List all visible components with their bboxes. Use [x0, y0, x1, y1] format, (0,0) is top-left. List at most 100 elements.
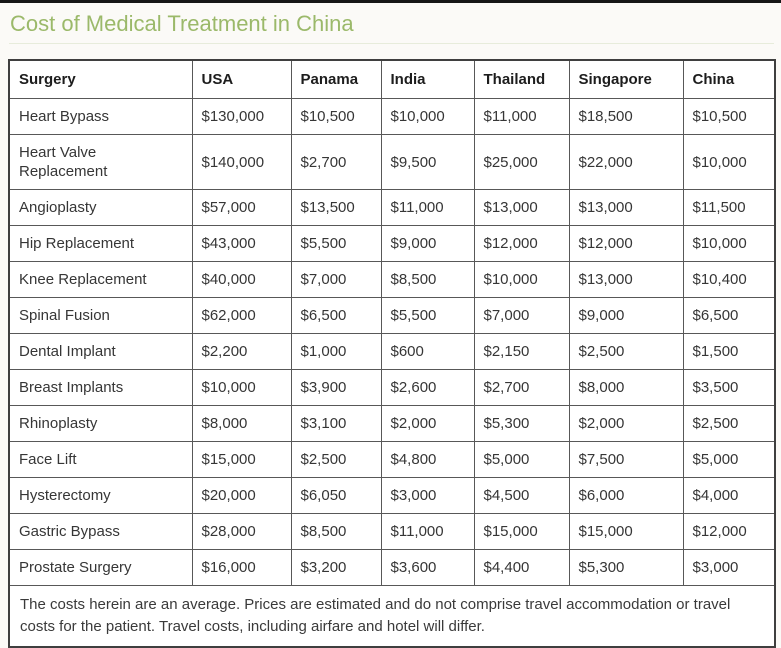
column-header: Singapore — [568, 59, 684, 99]
price-cell: $10,000 — [682, 225, 776, 262]
price-cell: $2,200 — [191, 333, 292, 370]
price-cell: $8,500 — [290, 513, 382, 550]
price-cell: $15,000 — [191, 441, 292, 478]
table-row: Heart Valve Replacement $140,000 $2,700 $9,… — [8, 134, 776, 190]
content-area: Cost of Medical Treatment in China Surge… — [0, 12, 781, 648]
price-cell: $28,000 — [191, 513, 292, 550]
price-cell: $600 — [380, 333, 475, 370]
price-cell: $57,000 — [191, 189, 292, 226]
price-cell: $40,000 — [191, 261, 292, 298]
price-cell: $10,000 — [682, 134, 776, 190]
surgery-cell: Heart Bypass — [8, 98, 193, 135]
table-row: Dental Implant $2,200 $1,000 $600 $2,150 $2,5… — [8, 333, 776, 370]
price-cell: $10,000 — [473, 261, 570, 298]
price-cell: $5,500 — [290, 225, 382, 262]
price-cell: $11,000 — [473, 98, 570, 135]
price-cell: $16,000 — [191, 549, 292, 586]
table-row: Heart Bypass $130,000 $10,500 $10,000 $11,00… — [8, 98, 776, 135]
price-cell: $10,000 — [191, 369, 292, 406]
window-top-edge — [0, 0, 781, 3]
surgery-cell: Hip Replacement — [8, 225, 193, 262]
price-cell: $3,900 — [290, 369, 382, 406]
price-cell: $10,000 — [380, 98, 475, 135]
price-cell: $6,050 — [290, 477, 382, 514]
price-cell: $12,000 — [473, 225, 570, 262]
table-row: Knee Replacement $40,000 $7,000 $8,500 $10,0… — [8, 261, 776, 298]
table-row: Face Lift $15,000 $2,500 $4,800 $5,000 $7,500… — [8, 441, 776, 478]
price-cell: $7,000 — [473, 297, 570, 334]
column-header: Surgery — [8, 59, 193, 99]
price-cell: $8,000 — [568, 369, 684, 406]
price-cell: $2,150 — [473, 333, 570, 370]
price-cell: $3,200 — [290, 549, 382, 586]
cost-table: Surgery USA Panama India Thailand Singapore Ch… — [8, 59, 776, 648]
surgery-cell: Rhinoplasty — [8, 405, 193, 442]
price-cell: $7,500 — [568, 441, 684, 478]
price-cell: $2,500 — [290, 441, 382, 478]
surgery-cell: Angioplasty — [8, 189, 193, 226]
column-header: Panama — [290, 59, 382, 99]
table-footnote-row: The costs herein are an average. Prices … — [8, 585, 776, 647]
column-header: USA — [191, 59, 292, 99]
price-cell: $11,000 — [380, 513, 475, 550]
table-row: Prostate Surgery $16,000 $3,200 $3,600 $4,40… — [8, 549, 776, 586]
price-cell: $62,000 — [191, 297, 292, 334]
price-cell: $20,000 — [191, 477, 292, 514]
price-cell: $7,000 — [290, 261, 382, 298]
column-header: India — [380, 59, 475, 99]
price-cell: $6,500 — [290, 297, 382, 334]
price-cell: $10,500 — [290, 98, 382, 135]
price-cell: $22,000 — [568, 134, 684, 190]
price-cell: $1,000 — [290, 333, 382, 370]
price-cell: $2,000 — [380, 405, 475, 442]
price-cell: $5,300 — [473, 405, 570, 442]
price-cell: $13,500 — [290, 189, 382, 226]
price-cell: $25,000 — [473, 134, 570, 190]
page-title: Cost of Medical Treatment in China — [9, 12, 774, 44]
price-cell: $4,000 — [682, 477, 776, 514]
price-cell: $15,000 — [473, 513, 570, 550]
price-cell: $1,500 — [682, 333, 776, 370]
table-row: Gastric Bypass $28,000 $8,500 $11,000 $15,00… — [8, 513, 776, 550]
price-cell: $5,500 — [380, 297, 475, 334]
surgery-cell: Knee Replacement — [8, 261, 193, 298]
price-cell: $5,300 — [568, 549, 684, 586]
table-footnote: The costs herein are an average. Prices … — [8, 585, 776, 647]
surgery-cell: Gastric Bypass — [8, 513, 193, 550]
price-cell: $2,500 — [568, 333, 684, 370]
table-row: Hip Replacement $43,000 $5,500 $9,000 $12,00… — [8, 225, 776, 262]
price-cell: $5,000 — [473, 441, 570, 478]
table-row: Breast Implants $10,000 $3,900 $2,600 $2,700… — [8, 369, 776, 406]
price-cell: $13,000 — [473, 189, 570, 226]
price-cell: $9,500 — [380, 134, 475, 190]
surgery-cell: Heart Valve Replacement — [8, 134, 193, 190]
price-cell: $12,000 — [682, 513, 776, 550]
price-cell: $10,500 — [682, 98, 776, 135]
surgery-cell: Hysterectomy — [8, 477, 193, 514]
price-cell: $130,000 — [191, 98, 292, 135]
price-cell: $4,400 — [473, 549, 570, 586]
price-cell: $12,000 — [568, 225, 684, 262]
table-row: Hysterectomy $20,000 $6,050 $3,000 $4,500 $6,… — [8, 477, 776, 514]
price-cell: $2,500 — [682, 405, 776, 442]
price-cell: $8,500 — [380, 261, 475, 298]
surgery-cell: Prostate Surgery — [8, 549, 193, 586]
surgery-cell: Breast Implants — [8, 369, 193, 406]
surgery-cell: Dental Implant — [8, 333, 193, 370]
price-cell: $140,000 — [191, 134, 292, 190]
price-cell: $10,400 — [682, 261, 776, 298]
table-row: Angioplasty $57,000 $13,500 $11,000 $13,000 $… — [8, 189, 776, 226]
price-cell: $3,000 — [682, 549, 776, 586]
table-body: Heart Bypass $130,000 $10,500 $10,000 $11,00… — [8, 98, 776, 586]
price-cell: $18,500 — [568, 98, 684, 135]
price-cell: $2,000 — [568, 405, 684, 442]
price-cell: $4,800 — [380, 441, 475, 478]
price-cell: $11,500 — [682, 189, 776, 226]
price-cell: $2,700 — [290, 134, 382, 190]
price-cell: $6,500 — [682, 297, 776, 334]
price-cell: $43,000 — [191, 225, 292, 262]
price-cell: $3,100 — [290, 405, 382, 442]
price-cell: $5,000 — [682, 441, 776, 478]
price-cell: $9,000 — [568, 297, 684, 334]
surgery-cell: Face Lift — [8, 441, 193, 478]
